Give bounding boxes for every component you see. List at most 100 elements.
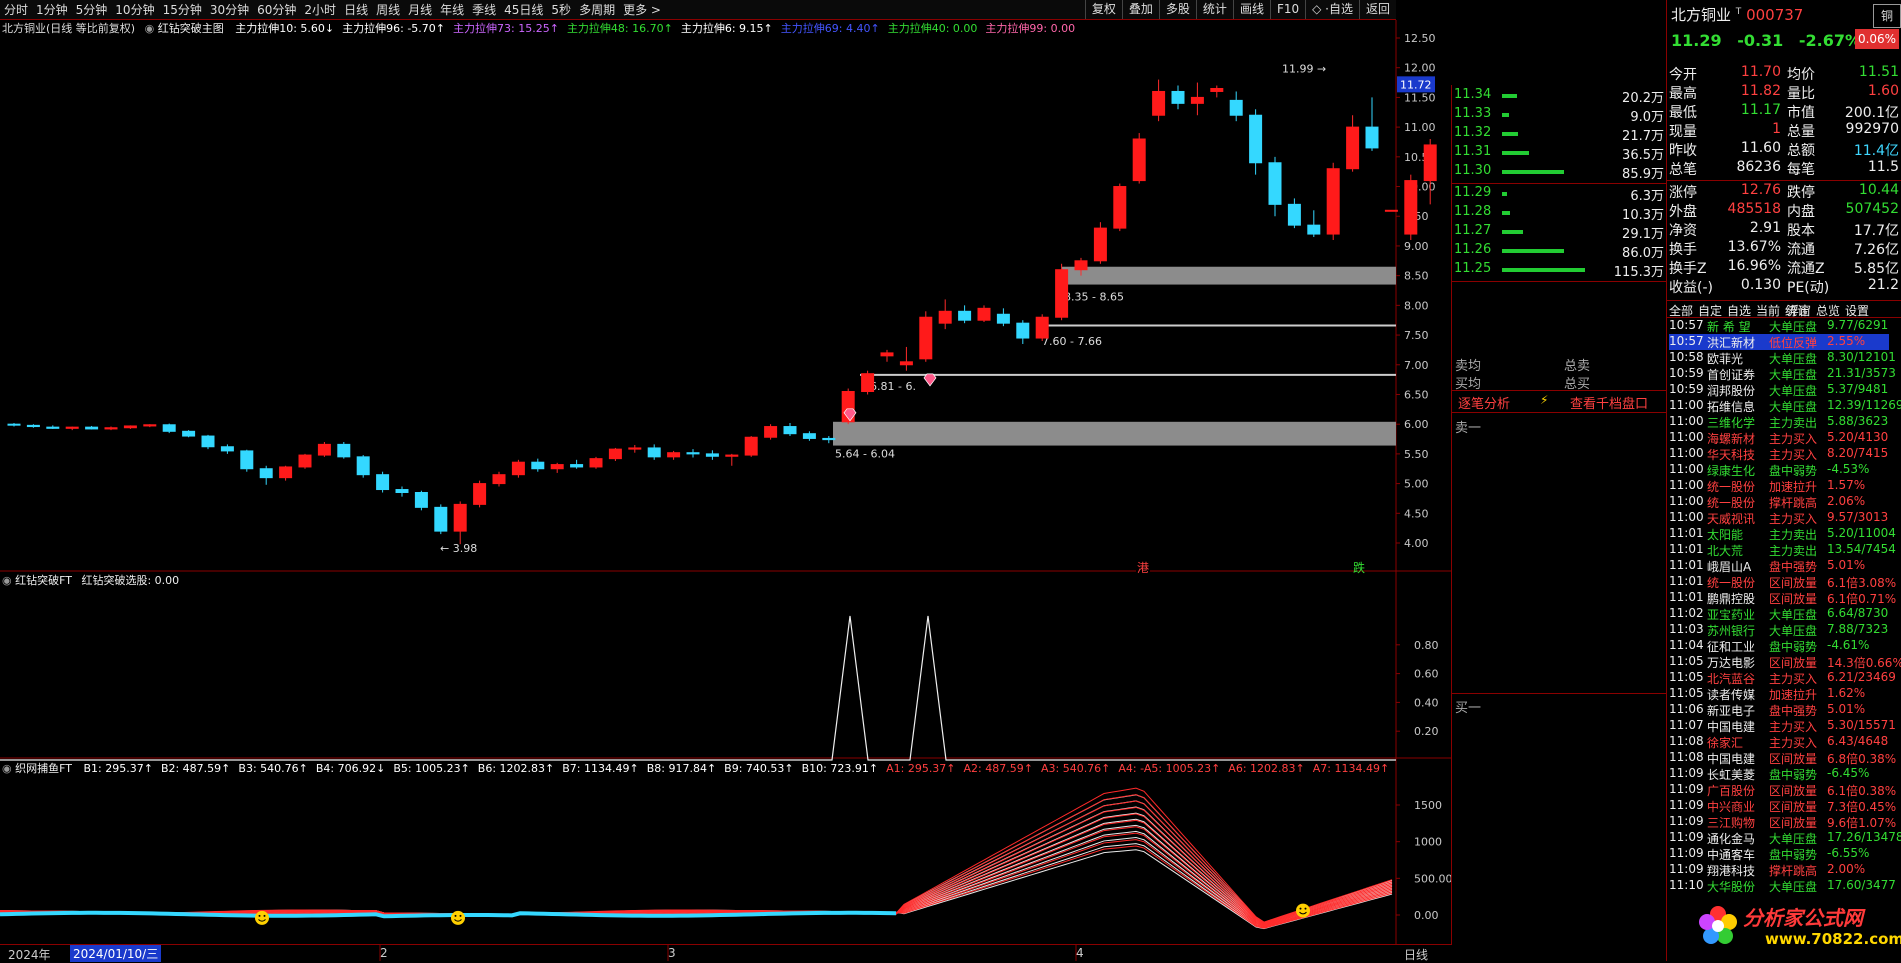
- period-tab[interactable]: 1分钟: [36, 3, 68, 17]
- candlestick[interactable]: [1074, 257, 1088, 276]
- candlestick[interactable]: [880, 349, 894, 362]
- feed-row[interactable]: 11:05 万达电影 区间放量 14.3倍0.66%: [1669, 654, 1901, 670]
- feed-row[interactable]: 11:00 统一股份 加速拉升 1.57%: [1669, 478, 1889, 494]
- candlestick[interactable]: [259, 465, 273, 485]
- feed-tab[interactable]: 自选: [1727, 304, 1752, 318]
- feed-row[interactable]: 11:09 长虹美菱 盘中弱势 -6.45%: [1669, 766, 1889, 782]
- feed-row[interactable]: 11:01 统一股份 区间放量 6.1倍3.08%: [1669, 574, 1896, 590]
- feed-row[interactable]: 11:10 大华股份 大单压盘 17.60/3477: [1669, 878, 1896, 894]
- book-row[interactable]: 11.31 36.5万: [1452, 144, 1667, 163]
- candlestick[interactable]: [628, 444, 642, 453]
- toolbar-button[interactable]: F10: [1269, 0, 1305, 19]
- candlestick[interactable]: [220, 444, 234, 454]
- candlestick[interactable]: [725, 453, 739, 466]
- candlestick[interactable]: [46, 425, 60, 429]
- tick-analysis-link[interactable]: 逐笔分析: [1458, 397, 1511, 412]
- candlestick[interactable]: [783, 422, 797, 437]
- candlestick[interactable]: [26, 424, 40, 428]
- candlestick[interactable]: [1171, 85, 1185, 110]
- feed-tab[interactable]: 总览: [1816, 304, 1841, 318]
- feed-row[interactable]: 11:00 天威视讯 主力买入 9.57/3013: [1669, 510, 1889, 526]
- period-tab[interactable]: 多周期: [579, 3, 616, 17]
- candlestick[interactable]: [589, 456, 603, 469]
- candlestick[interactable]: [1055, 263, 1069, 321]
- period-tab[interactable]: 日线: [344, 3, 369, 17]
- feed-row[interactable]: 11:07 中国电建 主力买入 5.30/15571: [1669, 718, 1896, 734]
- sector-badge[interactable]: 铜: [1873, 4, 1901, 28]
- candlestick[interactable]: [1423, 139, 1437, 205]
- candlestick[interactable]: [1249, 109, 1263, 175]
- book-row[interactable]: 11.33 9.0万: [1452, 106, 1667, 125]
- candlestick[interactable]: [1113, 183, 1127, 232]
- book-row[interactable]: 11.34 20.2万: [1452, 87, 1667, 106]
- candlestick[interactable]: [1016, 320, 1030, 344]
- feed-row[interactable]: 10:59 首创证券 大单压盘 21.31/3573: [1669, 366, 1896, 382]
- candlestick[interactable]: [744, 436, 758, 457]
- candlestick[interactable]: [7, 422, 21, 427]
- toolbar-button[interactable]: 返回: [1358, 0, 1396, 19]
- candlestick[interactable]: [65, 426, 79, 431]
- candlestick[interactable]: [996, 308, 1010, 327]
- book-row[interactable]: 11.32 21.7万: [1452, 125, 1667, 144]
- chart-area[interactable]: 12.5012.0011.5011.0010.5010.009.509.008.…: [0, 20, 1451, 961]
- candlestick[interactable]: [608, 447, 622, 462]
- feed-row[interactable]: 10:58 欧菲光 大单压盘 8.30/12101: [1669, 350, 1896, 366]
- feed-row[interactable]: 11:01 鹏鼎控股 区间放量 6.1倍0.71%: [1669, 590, 1896, 606]
- candlestick[interactable]: [279, 465, 293, 481]
- toolbar-button[interactable]: 叠加: [1121, 0, 1159, 19]
- period-tab[interactable]: 季线: [472, 3, 497, 17]
- period-tab[interactable]: 年线: [440, 3, 465, 17]
- candlestick[interactable]: [1404, 174, 1418, 240]
- book-row[interactable]: 11.29 6.3万: [1452, 185, 1667, 204]
- candlestick[interactable]: [85, 425, 99, 430]
- candlestick[interactable]: [356, 455, 370, 478]
- candlestick[interactable]: [705, 450, 719, 460]
- candlestick[interactable]: [201, 434, 215, 450]
- period-tab[interactable]: 60分钟: [257, 3, 297, 17]
- feed-row[interactable]: 11:00 海螺新材 主力买入 5.20/4130: [1669, 430, 1889, 446]
- book-row[interactable]: 11.27 29.1万: [1452, 223, 1667, 242]
- feed-row[interactable]: 11:09 三江购物 区间放量 9.6倍1.07%: [1669, 814, 1896, 830]
- candlestick[interactable]: [240, 449, 254, 472]
- candlestick[interactable]: [550, 462, 564, 473]
- candlestick[interactable]: [667, 450, 681, 460]
- collapse-icon[interactable]: ◉: [2, 762, 12, 775]
- toolbar-button[interactable]: ◇ ·自选: [1305, 0, 1359, 19]
- candlestick[interactable]: [919, 311, 933, 362]
- candlestick[interactable]: [570, 459, 584, 469]
- feed-row[interactable]: 11:00 绿康生化 盘中弱势 -4.53%: [1669, 462, 1889, 478]
- candlestick[interactable]: [938, 299, 952, 330]
- candlestick[interactable]: [1152, 79, 1166, 122]
- candlestick[interactable]: [531, 458, 545, 472]
- period-tab[interactable]: 月线: [408, 3, 433, 17]
- period-tab[interactable]: 30分钟: [209, 3, 250, 17]
- feed-row[interactable]: 11:00 华天科技 主力买入 8.20/7415: [1669, 446, 1889, 462]
- book-row[interactable]: 11.30 85.9万: [1452, 163, 1667, 182]
- feed-row[interactable]: 10:59 润邦股份 大单压盘 5.37/9481: [1669, 382, 1889, 398]
- feed-row[interactable]: 11:05 北汽蓝谷 主力买入 6.21/23469: [1669, 670, 1896, 686]
- candlestick[interactable]: [414, 490, 428, 511]
- book-row[interactable]: 11.28 10.3万: [1452, 204, 1667, 223]
- feed-tab[interactable]: 全部: [1669, 304, 1694, 318]
- main-indicator-name[interactable]: 红钻突破主图: [157, 22, 224, 35]
- period-tab[interactable]: 5分钟: [75, 3, 108, 17]
- feed-row[interactable]: 11:05 读者传媒 加速拉升 1.62%: [1669, 686, 1889, 702]
- period-tab[interactable]: 2小时: [304, 3, 337, 17]
- candlestick[interactable]: [123, 425, 137, 429]
- feed-row[interactable]: 11:09 中兴商业 区间放量 7.3倍0.45%: [1669, 798, 1896, 814]
- collapse-icon[interactable]: ◉: [2, 574, 12, 587]
- candlestick[interactable]: [822, 436, 836, 444]
- feed-tab[interactable]: 设置: [1845, 304, 1870, 318]
- candlestick[interactable]: [1326, 162, 1340, 240]
- feed-row[interactable]: 11:06 新亚电子 盘中强势 5.01%: [1669, 702, 1889, 718]
- candlestick[interactable]: [395, 486, 409, 497]
- candlestick[interactable]: [1287, 198, 1301, 229]
- period-tab[interactable]: 5秒: [551, 3, 572, 17]
- toolbar-button[interactable]: 统计: [1195, 0, 1233, 19]
- candlestick[interactable]: [1384, 209, 1398, 212]
- candlestick[interactable]: [1093, 222, 1107, 264]
- feed-row[interactable]: 11:08 徐家汇 主力买入 6.43/4648: [1669, 734, 1889, 750]
- feed-row[interactable]: 11:00 拓维信息 大单压盘 12.39/11269: [1669, 398, 1901, 414]
- candlestick[interactable]: [104, 426, 118, 431]
- feed-row[interactable]: 10:57 新 希 望 大单压盘 9.77/6291: [1669, 318, 1889, 334]
